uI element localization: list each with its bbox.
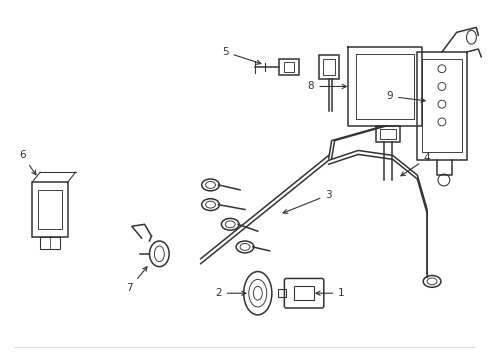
Text: 8: 8	[308, 81, 346, 91]
Text: 9: 9	[387, 91, 425, 102]
Text: 2: 2	[215, 288, 246, 298]
Bar	[279, 59, 299, 75]
Text: 1: 1	[316, 288, 345, 298]
Text: 7: 7	[126, 267, 147, 293]
Bar	[38, 190, 62, 229]
Text: 3: 3	[283, 190, 332, 213]
Text: 6: 6	[19, 150, 36, 175]
Text: 4: 4	[401, 153, 430, 176]
Bar	[284, 62, 294, 72]
Bar	[278, 289, 286, 297]
Bar	[294, 286, 314, 300]
Bar	[323, 59, 335, 75]
Bar	[422, 59, 462, 152]
Bar	[319, 55, 339, 78]
Text: 5: 5	[222, 47, 261, 64]
Bar	[376, 126, 399, 141]
Bar	[32, 182, 68, 237]
Bar	[417, 52, 466, 160]
Bar	[380, 129, 395, 139]
Bar	[40, 237, 60, 249]
